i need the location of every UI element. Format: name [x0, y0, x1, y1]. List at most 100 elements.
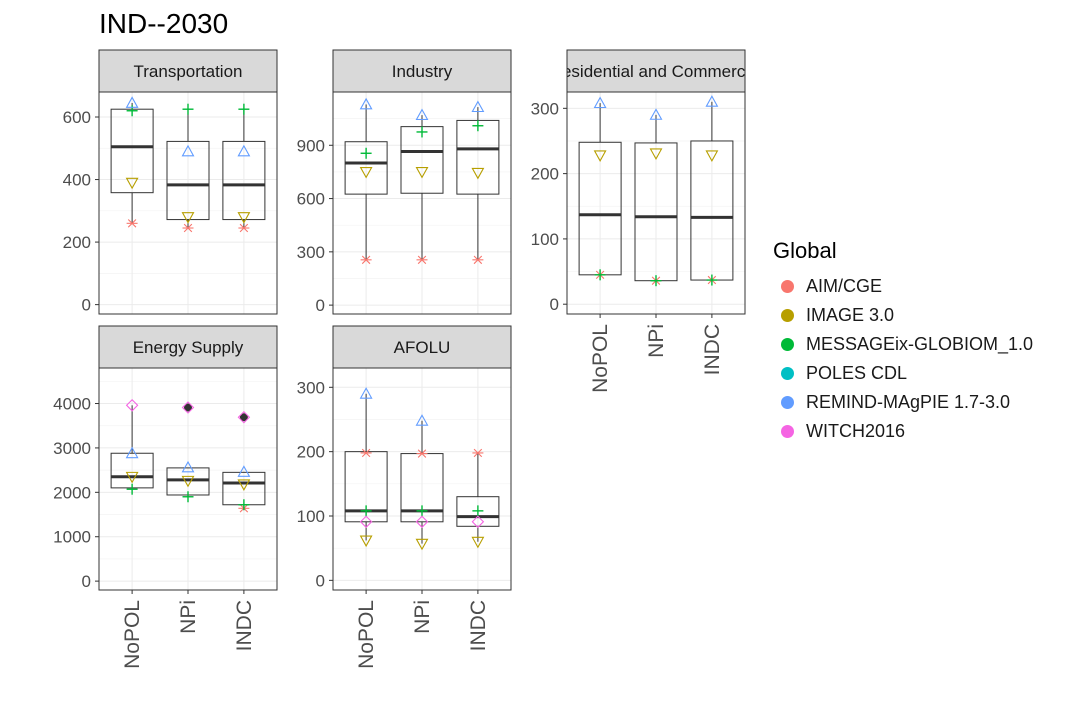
- data-point: [471, 515, 485, 529]
- facet-strip: [566, 49, 746, 93]
- legend-swatch: [781, 309, 794, 322]
- y-tick-label: 200: [531, 165, 559, 184]
- data-point: [359, 387, 373, 399]
- y-tick-label: 0: [316, 571, 325, 590]
- legend-items: AIM/CGE IMAGE 3.0 MESSAGEix-GLOBIOM_1.0 POL…: [773, 272, 1033, 446]
- facet-panel: AFOLU 0 100 200 300 NoPOL NPi INDC: [297, 325, 512, 669]
- facet-strip: [332, 325, 512, 369]
- y-tick-label: 3000: [53, 439, 91, 458]
- facet-title: Industry: [392, 62, 453, 81]
- data-point: [125, 177, 139, 190]
- x-tick-label: NPi: [645, 324, 668, 358]
- data-point: [359, 535, 373, 548]
- data-point: [471, 100, 485, 113]
- data-point: [415, 166, 429, 179]
- x-tick-label: INDC: [233, 600, 256, 651]
- x-tick-label: NPi: [177, 600, 200, 634]
- chart-title: IND--2030: [99, 8, 229, 39]
- panel-border: [332, 91, 512, 315]
- y-tick-label: 600: [63, 108, 91, 127]
- data-point: [417, 449, 427, 458]
- y-tick-label: 100: [297, 507, 325, 526]
- legend-swatch: [781, 338, 794, 351]
- data-point: [361, 255, 371, 265]
- data-point: [125, 471, 139, 484]
- data-point: [125, 96, 139, 108]
- facet-strip: [98, 49, 278, 93]
- facet-panel: Transportation 0 200 400 600: [63, 49, 278, 315]
- data-point: [415, 515, 429, 529]
- facet-panel: Residential and Commercial 0 100 200 300 NoPO…: [531, 49, 746, 393]
- data-point: [471, 167, 485, 180]
- legend-swatch: [781, 280, 794, 293]
- legend-swatch: [781, 396, 794, 409]
- data-point: [417, 255, 427, 265]
- data-point: [125, 446, 139, 459]
- x-tick-label: NoPOL: [121, 600, 144, 669]
- data-point: [705, 95, 719, 107]
- y-tick-label: 600: [297, 190, 325, 209]
- legend-label: POLES CDL: [806, 363, 908, 383]
- y-tick-label: 100: [531, 230, 559, 249]
- box: [222, 140, 266, 221]
- data-point: [415, 538, 429, 551]
- data-point: [649, 108, 663, 120]
- x-tick-label: INDC: [701, 324, 724, 375]
- legend-label: AIM/CGE: [806, 276, 883, 296]
- x-tick-label: NoPOL: [355, 600, 378, 669]
- y-tick-label: 300: [297, 378, 325, 397]
- y-tick-label: 0: [82, 572, 91, 591]
- x-tick-label: NPi: [411, 600, 434, 634]
- data-point: [473, 448, 483, 458]
- legend-swatch: [781, 425, 794, 438]
- y-tick-label: 300: [297, 243, 325, 262]
- data-point: [237, 144, 251, 157]
- data-point: [705, 150, 719, 162]
- legend-item: WITCH2016: [773, 417, 1033, 446]
- facet-title: Energy Supply: [133, 338, 244, 357]
- data-point: [415, 414, 429, 426]
- legend-item: IMAGE 3.0: [773, 301, 1033, 330]
- x-tick-label: INDC: [467, 600, 490, 651]
- facet-title: AFOLU: [394, 338, 451, 357]
- y-tick-label: 1000: [53, 528, 91, 547]
- box: [344, 451, 388, 523]
- data-point: [181, 401, 195, 414]
- data-point: [237, 212, 251, 224]
- legend-swatch: [781, 367, 794, 380]
- legend-item: POLES CDL: [773, 359, 1033, 388]
- data-point: [473, 255, 483, 265]
- data-point: [471, 536, 485, 549]
- legend-label: MESSAGEix-GLOBIOM_1.0: [806, 334, 1034, 354]
- outlier-point: [239, 413, 248, 422]
- legend: Global AIM/CGE IMAGE 3.0 MESSAGEix-GLOBIOM…: [773, 238, 1033, 446]
- box: [456, 496, 500, 527]
- legend-item: REMIND-MAgPIE 1.7-3.0: [773, 388, 1033, 417]
- data-point: [359, 166, 373, 179]
- data-point: [593, 150, 607, 162]
- facet-panel: Energy Supply 0 1000 2000 3000 4000 NoPOL NPi IN…: [53, 325, 278, 669]
- data-point: [125, 399, 139, 412]
- data-point: [183, 223, 193, 233]
- legend-label: IMAGE 3.0: [806, 305, 895, 325]
- y-tick-label: 300: [531, 99, 559, 118]
- y-tick-label: 0: [316, 296, 325, 315]
- x-tick-label: NoPOL: [589, 324, 612, 393]
- y-tick-label: 900: [297, 136, 325, 155]
- data-point: [237, 479, 251, 491]
- y-tick-label: 2000: [53, 483, 91, 502]
- box: [344, 141, 388, 195]
- data-point: [649, 148, 663, 161]
- data-point: [359, 97, 373, 110]
- box: [166, 140, 210, 221]
- data-point: [237, 411, 251, 424]
- facet-title: Transportation: [134, 62, 243, 81]
- outlier-point: [184, 403, 192, 412]
- legend-label: WITCH2016: [806, 421, 906, 441]
- data-point: [237, 465, 251, 477]
- data-point: [593, 96, 607, 109]
- data-point: [181, 460, 195, 473]
- data-point: [361, 448, 371, 458]
- facet-strip: [332, 49, 512, 93]
